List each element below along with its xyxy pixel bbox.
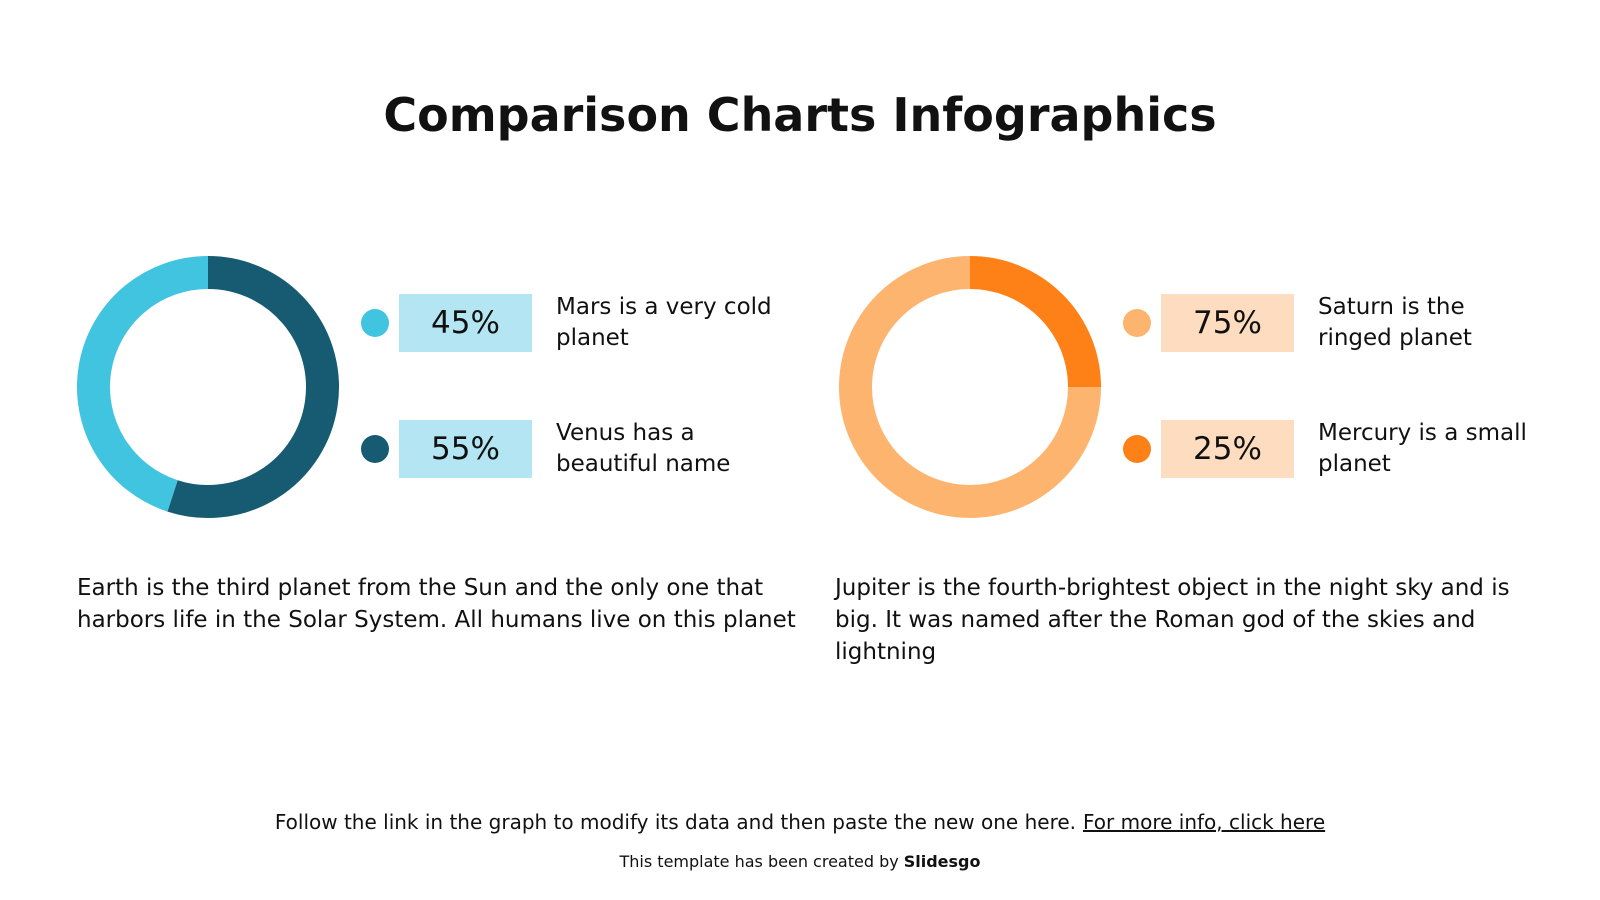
credit: This template has been created by Slides…: [0, 852, 1600, 871]
legend-label: Saturn is the ringed planet: [1318, 294, 1472, 351]
description: Earth is the third planet from the Sun a…: [77, 575, 796, 633]
info-link[interactable]: For more info, click here: [1083, 810, 1326, 834]
donut-segment: [839, 256, 1101, 518]
legend-label: Mercury is a small planet: [1318, 420, 1527, 477]
legend-label: Venus has a beautiful name: [556, 420, 731, 477]
value-label: 45%: [399, 294, 532, 352]
credit-text: This template has been created by: [619, 852, 899, 871]
legend-dot: [1123, 309, 1151, 337]
legend-label: Mars is a very cold planet: [556, 294, 772, 351]
description: Jupiter is the fourth-brightest object i…: [835, 575, 1510, 665]
footer: Follow the link in the graph to modify i…: [0, 810, 1600, 834]
legend-dot: [361, 435, 389, 463]
donut-segment: [167, 256, 339, 518]
donut-segment: [969, 256, 1101, 388]
value-label: 25%: [1161, 420, 1294, 478]
credit-brand: Slidesgo: [903, 852, 981, 871]
title: Comparison Charts Infographics: [383, 88, 1217, 142]
legend-dot: [361, 309, 389, 337]
footer-text: Follow the link in the graph to modify i…: [274, 810, 1077, 834]
value-label: 75%: [1161, 294, 1294, 352]
legend-dot: [1123, 435, 1151, 463]
donut-segment: [77, 256, 209, 512]
value-label: 55%: [399, 420, 532, 478]
